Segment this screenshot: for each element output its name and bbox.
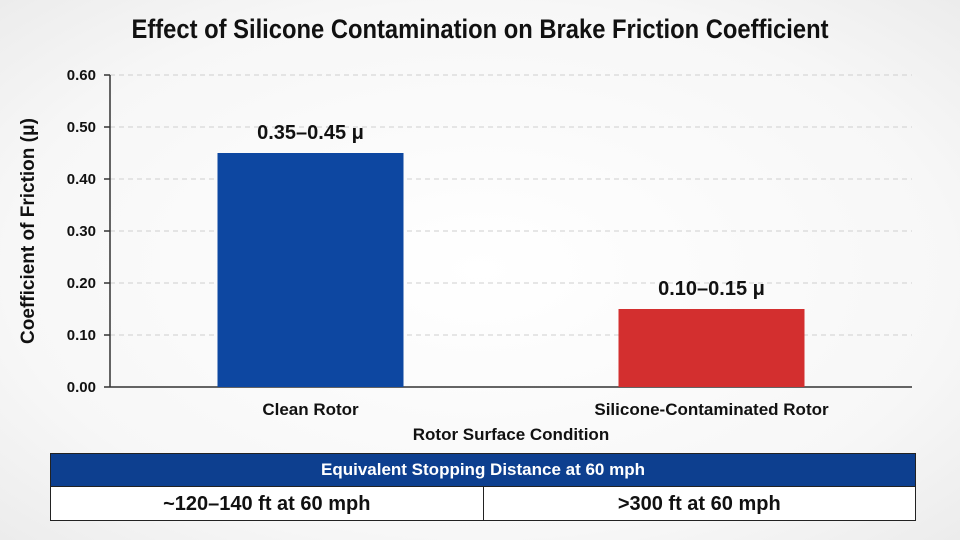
bar-chart: 0.00 0.10 0.20 0.30 0.40 0.50 0.60 0.35–0.45 μ C… (18, 67, 912, 444)
y-tick-label: 0.60 (67, 67, 96, 84)
y-tick-label: 0.40 (67, 171, 96, 188)
chart-title: Effect of Silicone Contamination on Brak… (131, 14, 829, 44)
y-tick-label: 0.50 (67, 119, 96, 136)
clean-rotor-bar (217, 153, 404, 387)
table-header: Equivalent Stopping Distance at 60 mph (51, 454, 915, 487)
clean-stopping-distance-cell: ~120–140 ft at 60 mph (163, 492, 371, 515)
clean-rotor-value-label: 0.35–0.45 μ (257, 122, 364, 144)
y-tick-label: 0.30 (67, 223, 96, 240)
x-tick-label-clean-rotor: Clean Rotor (262, 400, 359, 419)
y-tick-label: 0.20 (67, 275, 96, 292)
x-axis-title: Rotor Surface Condition (413, 425, 609, 444)
contaminated-rotor-bar (618, 309, 805, 387)
stopping-distance-table: Equivalent Stopping Distance at 60 mph ~… (50, 453, 916, 521)
y-tick-label: 0.00 (67, 379, 96, 396)
y-tick-label: 0.10 (67, 327, 96, 344)
contaminated-stopping-distance-cell: >300 ft at 60 mph (482, 487, 916, 521)
contaminated-rotor-value-label: 0.10–0.15 μ (658, 278, 765, 300)
y-axis-title: Coefficient of Friction (μ) (18, 118, 39, 344)
table-row: ~120–140 ft at 60 mph >300 ft at 60 mph (51, 487, 915, 521)
x-tick-label-contaminated-rotor: Silicone-Contaminated Rotor (594, 400, 829, 419)
